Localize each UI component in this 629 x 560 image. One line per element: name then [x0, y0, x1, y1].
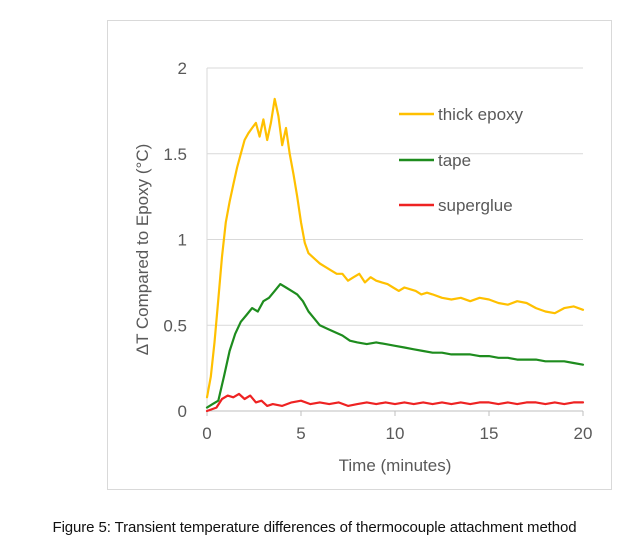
axes — [206, 68, 584, 416]
y-tick-label-0: 0 — [178, 402, 187, 421]
chart-frame: 0 5 10 15 20 0 0.5 1 1.5 2 Time (minutes) ΔT Comp… — [107, 20, 612, 490]
grid-lines — [207, 67, 583, 326]
x-axis-label: Time (minutes) — [339, 456, 452, 475]
y-tick-label-4: 2 — [178, 59, 187, 78]
series-line-2 — [205, 392, 585, 413]
x-tick-label-2: 10 — [386, 424, 405, 443]
tick-labels: 0 5 10 15 20 0 0.5 1 1.5 2 — [163, 59, 592, 443]
figure-caption: Figure 5: Transient temperature differen… — [52, 519, 577, 536]
x-tick-label-0: 0 — [202, 424, 211, 443]
line-chart: 0 5 10 15 20 0 0.5 1 1.5 2 Time (minutes) ΔT Comp… — [133, 59, 592, 475]
series-line-1 — [205, 283, 585, 409]
legend-label-0: thick epoxy — [438, 105, 524, 124]
series-line-0 — [205, 97, 585, 399]
x-tick-label-4: 20 — [574, 424, 593, 443]
y-axis-label: ΔT Compared to Epoxy (°C) — [133, 144, 152, 356]
y-tick-label-3: 1.5 — [163, 145, 187, 164]
legend-label-2: superglue — [438, 196, 513, 215]
legend-label-1: tape — [438, 151, 471, 170]
x-tick-label-3: 15 — [480, 424, 499, 443]
y-tick-label-2: 1 — [178, 231, 187, 250]
x-tick-label-1: 5 — [296, 424, 305, 443]
y-tick-label-1: 0.5 — [163, 316, 187, 335]
legend: thick epoxy tape superglue — [399, 105, 524, 215]
series-lines — [205, 97, 585, 413]
